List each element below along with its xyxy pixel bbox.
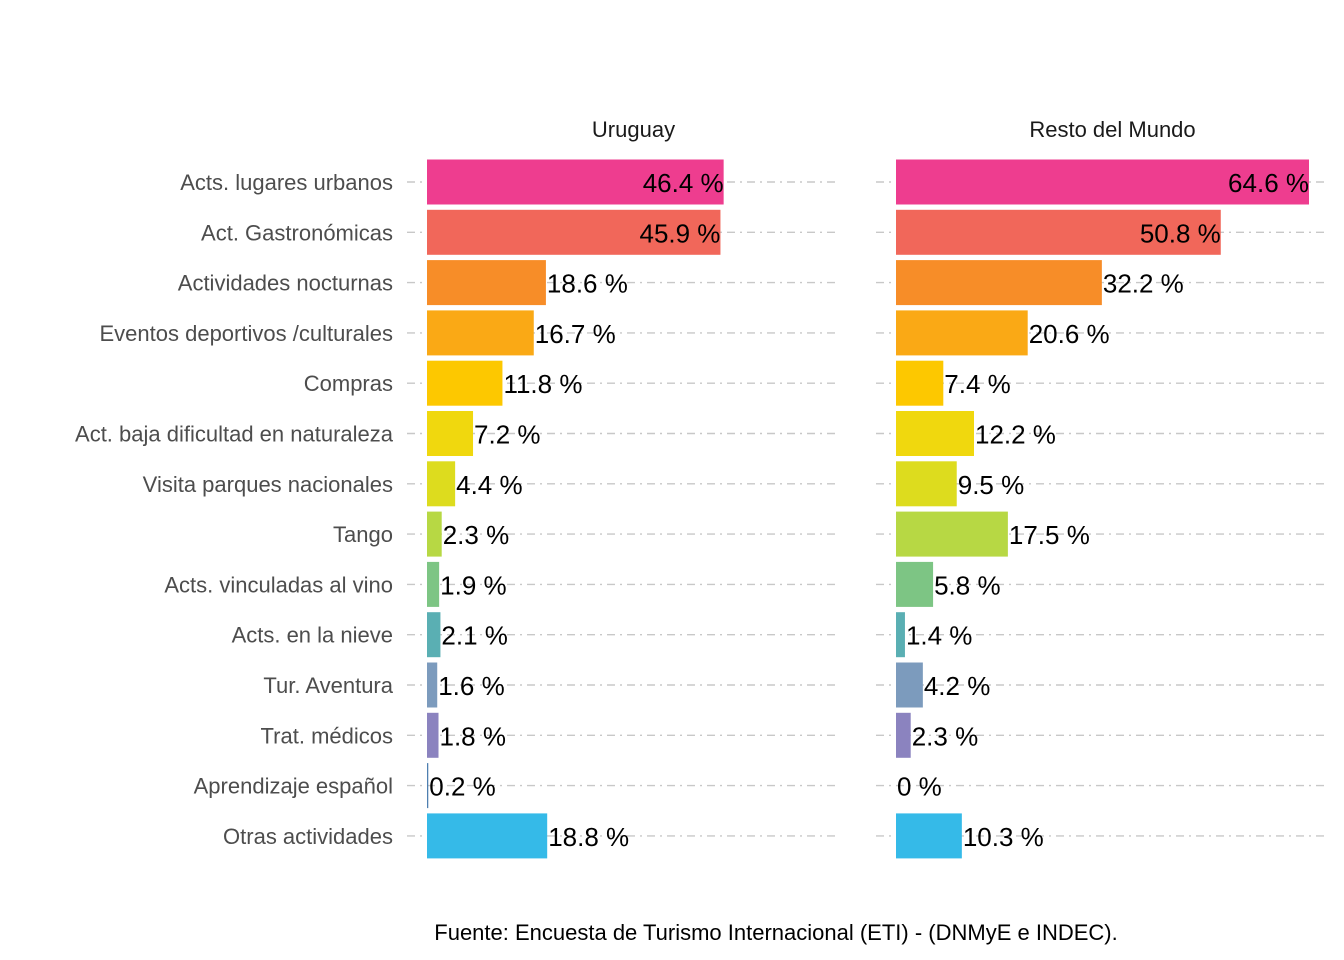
data-label: 50.8 % [1140,218,1221,248]
category-label: Aprendizaje español [194,774,393,799]
bar [427,813,548,859]
data-label: 18.8 % [548,822,629,852]
bar [896,461,957,507]
panel-title: Uruguay [592,117,675,142]
bar [427,360,503,406]
bar [427,411,474,456]
bar [896,662,923,708]
bar [427,511,442,557]
bar [896,159,1309,205]
data-label: 1.4 % [906,621,973,651]
bar [427,662,438,708]
data-label: 9.5 % [958,470,1025,500]
bar [427,209,721,255]
category-label: Otras actividades [223,824,393,849]
bar [427,159,724,205]
bar [896,310,1028,356]
category-label: Act. Gastronómicas [201,220,393,245]
panel-titles: Uruguay Resto del Mundo [592,117,1196,142]
category-label: Acts. en la nieve [232,623,393,648]
data-label: 64.6 % [1228,168,1309,198]
bar [896,411,974,456]
data-label: 2.3 % [912,721,979,751]
data-label: 4.2 % [924,671,991,701]
bars-layer [427,159,1309,859]
category-label: Compras [304,371,393,396]
bar [896,360,944,406]
data-label: 10.3 % [963,822,1044,852]
data-label: 1.8 % [440,721,507,751]
bar [427,260,546,306]
data-label: 20.6 % [1029,319,1110,349]
category-label: Trat. médicos [261,723,393,748]
bar [427,310,534,356]
category-label: Eventos deportivos /culturales [100,321,394,346]
bar [896,209,1221,255]
category-label: Acts. vinculadas al vino [164,572,393,597]
data-label: 18.6 % [547,269,628,299]
data-label: 17.5 % [1009,520,1090,550]
category-label: Actividades nocturnas [178,271,393,296]
bar [427,763,429,809]
bar [896,712,911,758]
data-label: 2.1 % [441,621,508,651]
bar [896,260,1102,306]
data-label: 7.2 % [474,420,541,450]
data-label: 45.9 % [639,218,720,248]
bar [896,612,905,658]
data-label: 7.4 % [944,369,1011,399]
data-label: 4.4 % [456,470,522,500]
data-label: 2.3 % [443,520,510,550]
data-label: 0 % [897,772,942,802]
data-label: 0.2 % [429,772,496,802]
bar [427,461,456,507]
category-label: Tango [333,522,393,547]
category-label: Acts. lugares urbanos [180,170,393,195]
bar [896,561,934,607]
data-label: 11.8 % [503,369,582,399]
data-label: 1.6 % [438,671,505,701]
data-label: 32.2 % [1103,269,1184,299]
value-labels: 46.4 % 45.9 % 18.6 % 16.7 % 11.8 % 7.2 % 4.4 %… [429,168,1309,852]
data-label: 46.4 % [643,168,724,198]
category-label: Tur. Aventura [263,673,393,698]
data-label: 12.2 % [975,420,1056,450]
category-label: Visita parques nacionales [143,472,393,497]
bar [427,612,441,658]
panel-title: Resto del Mundo [1029,117,1195,142]
data-label: 1.9 % [440,570,507,600]
category-axis-labels: Acts. lugares urbanos Act. Gastronómicas A… [75,170,394,849]
source-caption: Fuente: Encuesta de Turismo Internaciona… [434,920,1117,945]
data-label: 5.8 % [934,570,1001,600]
bar [427,712,439,758]
bar [896,511,1008,557]
category-label: Act. baja dificultad en naturaleza [75,422,394,447]
bar [427,561,440,607]
bar [896,813,962,859]
data-label: 16.7 % [535,319,616,349]
